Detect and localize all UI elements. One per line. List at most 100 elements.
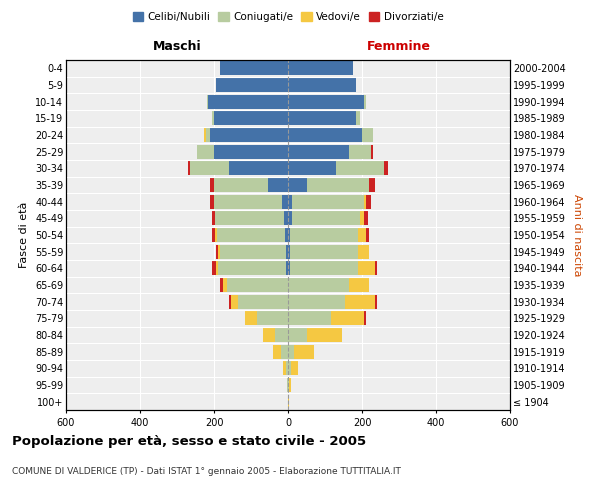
Bar — [288, 62, 353, 76]
Bar — [370, 178, 375, 192]
Bar — [214, 112, 288, 126]
Bar — [208, 94, 288, 109]
Bar — [289, 378, 290, 392]
Bar — [218, 261, 286, 276]
Bar — [288, 194, 292, 209]
Bar — [281, 344, 288, 359]
Bar — [384, 162, 388, 175]
Bar — [215, 228, 217, 242]
Bar — [307, 178, 370, 192]
Bar — [288, 94, 364, 109]
Bar — [288, 162, 336, 175]
Bar — [288, 394, 289, 409]
Bar — [204, 128, 206, 142]
Bar — [218, 244, 220, 259]
Bar — [346, 294, 375, 308]
Bar — [212, 112, 214, 126]
Bar — [206, 128, 210, 142]
Bar — [288, 112, 356, 126]
Bar — [288, 261, 290, 276]
Bar — [286, 361, 288, 376]
Bar — [349, 144, 371, 159]
Bar — [293, 344, 314, 359]
Bar — [364, 211, 368, 226]
Bar — [366, 228, 370, 242]
Bar — [358, 244, 370, 259]
Bar — [288, 228, 290, 242]
Bar — [216, 78, 288, 92]
Bar — [288, 378, 289, 392]
Text: COMUNE DI VALDERICE (TP) - Dati ISTAT 1° gennaio 2005 - Elaborazione TUTTITALIA.: COMUNE DI VALDERICE (TP) - Dati ISTAT 1°… — [12, 468, 401, 476]
Bar — [288, 244, 290, 259]
Bar — [288, 178, 307, 192]
Bar — [288, 78, 356, 92]
Y-axis label: Anni di nascita: Anni di nascita — [572, 194, 583, 276]
Bar — [257, 311, 288, 326]
Bar — [284, 211, 288, 226]
Bar — [292, 194, 364, 209]
Bar — [362, 128, 373, 142]
Bar — [364, 311, 366, 326]
Bar — [349, 278, 370, 292]
Bar — [286, 261, 288, 276]
Bar — [220, 244, 286, 259]
Bar — [375, 261, 377, 276]
Bar — [336, 162, 384, 175]
Bar — [290, 261, 358, 276]
Bar — [273, 344, 281, 359]
Bar — [331, 311, 364, 326]
Bar — [288, 144, 349, 159]
Bar — [216, 244, 218, 259]
Bar — [220, 278, 223, 292]
Bar — [356, 112, 360, 126]
Bar — [288, 128, 362, 142]
Bar — [220, 62, 288, 76]
Bar — [288, 344, 293, 359]
Bar — [360, 211, 364, 226]
Bar — [375, 294, 377, 308]
Bar — [287, 378, 288, 392]
Bar — [288, 211, 292, 226]
Bar — [288, 361, 291, 376]
Bar — [223, 278, 227, 292]
Bar — [215, 211, 284, 226]
Bar — [211, 194, 214, 209]
Bar — [283, 361, 286, 376]
Bar — [364, 94, 366, 109]
Bar — [229, 294, 230, 308]
Bar — [285, 228, 288, 242]
Bar — [217, 228, 285, 242]
Bar — [290, 244, 358, 259]
Bar — [288, 278, 349, 292]
Bar — [216, 261, 218, 276]
Bar — [211, 178, 214, 192]
Bar — [290, 228, 358, 242]
Bar — [288, 294, 346, 308]
Bar — [366, 194, 371, 209]
Bar — [238, 294, 288, 308]
Bar — [275, 328, 288, 342]
Bar — [229, 162, 288, 175]
Bar — [263, 328, 275, 342]
Text: Popolazione per età, sesso e stato civile - 2005: Popolazione per età, sesso e stato civil… — [12, 435, 366, 448]
Bar — [214, 194, 283, 209]
Bar — [212, 211, 215, 226]
Bar — [286, 244, 288, 259]
Bar — [212, 261, 216, 276]
Bar — [210, 128, 288, 142]
Y-axis label: Fasce di età: Fasce di età — [19, 202, 29, 268]
Bar — [371, 144, 373, 159]
Bar — [291, 361, 298, 376]
Bar — [190, 162, 229, 175]
Text: Femmine: Femmine — [367, 40, 431, 53]
Bar — [358, 228, 366, 242]
Bar — [364, 194, 366, 209]
Bar — [283, 194, 288, 209]
Text: Maschi: Maschi — [152, 40, 202, 53]
Bar — [292, 211, 360, 226]
Bar — [307, 328, 341, 342]
Bar — [206, 94, 208, 109]
Bar — [268, 178, 288, 192]
Bar — [358, 261, 375, 276]
Bar — [214, 144, 288, 159]
